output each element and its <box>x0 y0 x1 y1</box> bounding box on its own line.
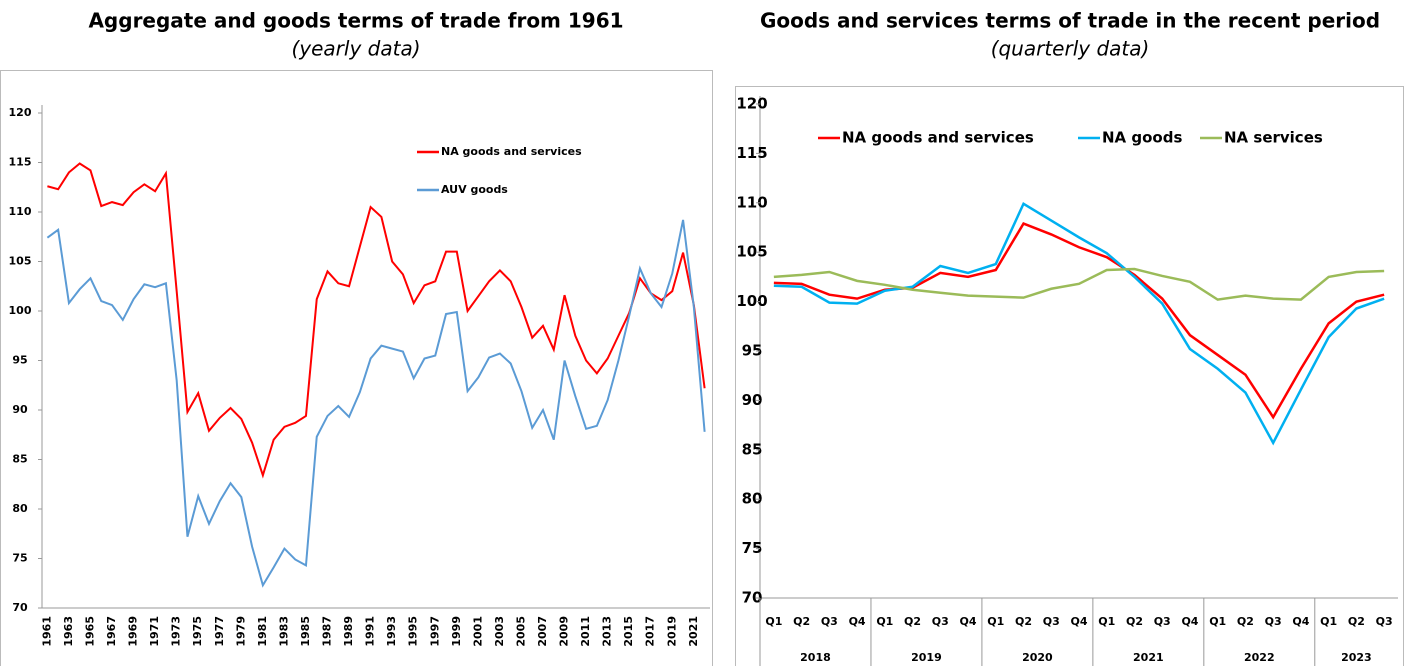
x-tick-label: 2015 <box>622 616 635 647</box>
x-tick-label: 2009 <box>558 616 571 647</box>
y-tick-label: 95 <box>12 354 27 367</box>
chart-frame <box>0 70 713 666</box>
chart-title: Aggregate and goods terms of trade from … <box>88 9 623 33</box>
y-tick-label: 80 <box>742 490 763 508</box>
x-tick-label: 1995 <box>407 616 420 647</box>
y-tick-label: 105 <box>736 243 767 261</box>
y-tick-label: 95 <box>742 342 763 360</box>
x-tick-label: Q3 <box>1154 615 1171 628</box>
x-tick-label: 2013 <box>601 616 614 647</box>
chart-subtitle: (yearly data) <box>291 37 420 61</box>
x-group-label: 2021 <box>1133 651 1164 664</box>
x-tick-label: 1989 <box>342 616 355 647</box>
legend-label: NA services <box>1224 129 1323 147</box>
x-tick-label: 2007 <box>536 616 549 647</box>
x-tick-label: 1965 <box>83 616 96 647</box>
x-tick-label: Q2 <box>1015 615 1032 628</box>
y-tick-label: 70 <box>12 601 28 614</box>
x-tick-label: Q3 <box>1043 615 1060 628</box>
x-group-label: 2019 <box>911 651 942 664</box>
legend-label: NA goods <box>1102 129 1182 147</box>
chart-title: Goods and services terms of trade in the… <box>760 9 1380 33</box>
x-tick-label: 1997 <box>428 616 441 647</box>
x-tick-label: Q2 <box>793 615 810 628</box>
chart-frame <box>735 86 1404 666</box>
legend-label: NA goods and services <box>842 129 1034 147</box>
y-tick-label: 120 <box>736 95 767 113</box>
y-tick-label: 120 <box>9 106 32 119</box>
x-group-label: 2018 <box>800 651 831 664</box>
x-tick-label: 1979 <box>234 616 247 647</box>
x-tick-label: 1969 <box>127 616 140 647</box>
x-tick-label: 2021 <box>687 616 700 647</box>
x-tick-label: 1999 <box>450 616 463 647</box>
x-tick-label: Q3 <box>932 615 949 628</box>
x-tick-label: 1993 <box>385 616 398 647</box>
x-tick-label: 1963 <box>62 616 75 647</box>
series-line <box>773 221 1385 420</box>
x-tick-label: 2019 <box>665 616 678 647</box>
x-tick-label: Q3 <box>1376 615 1393 628</box>
y-tick-label: 90 <box>12 403 28 416</box>
x-tick-label: Q1 <box>1098 615 1115 628</box>
x-tick-label: Q4 <box>960 615 977 628</box>
y-tick-label: 100 <box>9 304 32 317</box>
series-line <box>47 162 706 479</box>
legend-label: AUV goods <box>441 183 508 196</box>
x-tick-label: 1967 <box>105 616 118 647</box>
x-group-label: 2020 <box>1022 651 1053 664</box>
y-tick-label: 110 <box>736 193 767 211</box>
x-tick-label: 1981 <box>256 616 269 647</box>
x-tick-label: Q2 <box>904 615 921 628</box>
x-tick-label: 2005 <box>514 616 527 647</box>
x-tick-label: 2011 <box>579 616 592 647</box>
y-tick-label: 110 <box>9 205 32 218</box>
y-tick-label: 85 <box>742 440 763 458</box>
y-tick-label: 70 <box>742 589 763 607</box>
series-line <box>773 201 1385 446</box>
x-tick-label: Q4 <box>1181 615 1198 628</box>
x-tick-label: 1961 <box>40 616 53 647</box>
chart-subtitle: (quarterly data) <box>991 37 1150 61</box>
x-tick-label: Q1 <box>876 615 893 628</box>
x-tick-label: Q2 <box>1126 615 1143 628</box>
series-line <box>773 267 1385 301</box>
y-tick-label: 85 <box>12 453 27 466</box>
x-tick-label: Q2 <box>1237 615 1254 628</box>
x-tick-label: 2017 <box>644 616 657 647</box>
legend-label: NA goods and services <box>441 145 582 158</box>
y-tick-label: 100 <box>736 292 767 310</box>
x-tick-label: Q1 <box>1209 615 1226 628</box>
x-tick-label: 2001 <box>471 616 484 647</box>
x-group-label: 2023 <box>1341 651 1372 664</box>
y-tick-label: 90 <box>742 391 763 409</box>
x-tick-label: 1991 <box>364 616 377 647</box>
y-tick-label: 105 <box>9 255 32 268</box>
x-tick-label: 1985 <box>299 616 312 647</box>
y-tick-label: 75 <box>12 552 27 565</box>
x-tick-label: 1983 <box>277 616 290 647</box>
x-tick-label: Q4 <box>849 615 866 628</box>
x-tick-label: Q1 <box>1320 615 1337 628</box>
x-tick-label: Q2 <box>1348 615 1365 628</box>
x-tick-label: Q3 <box>1265 615 1282 628</box>
x-tick-label: Q4 <box>1070 615 1087 628</box>
y-tick-label: 75 <box>742 539 763 557</box>
y-tick-label: 115 <box>9 156 32 169</box>
series-line <box>46 219 706 588</box>
x-tick-label: Q1 <box>987 615 1004 628</box>
x-tick-label: 2003 <box>493 616 506 647</box>
y-tick-label: 115 <box>736 144 767 162</box>
x-tick-label: 1977 <box>213 616 226 647</box>
x-tick-label: Q4 <box>1292 615 1309 628</box>
y-tick-label: 80 <box>12 502 28 515</box>
x-group-label: 2022 <box>1244 651 1275 664</box>
x-tick-label: Q1 <box>765 615 782 628</box>
x-tick-label: Q3 <box>821 615 838 628</box>
x-tick-label: 1975 <box>191 616 204 647</box>
x-tick-label: 1987 <box>321 616 334 647</box>
x-tick-label: 1971 <box>148 616 161 647</box>
x-tick-label: 1973 <box>170 616 183 647</box>
